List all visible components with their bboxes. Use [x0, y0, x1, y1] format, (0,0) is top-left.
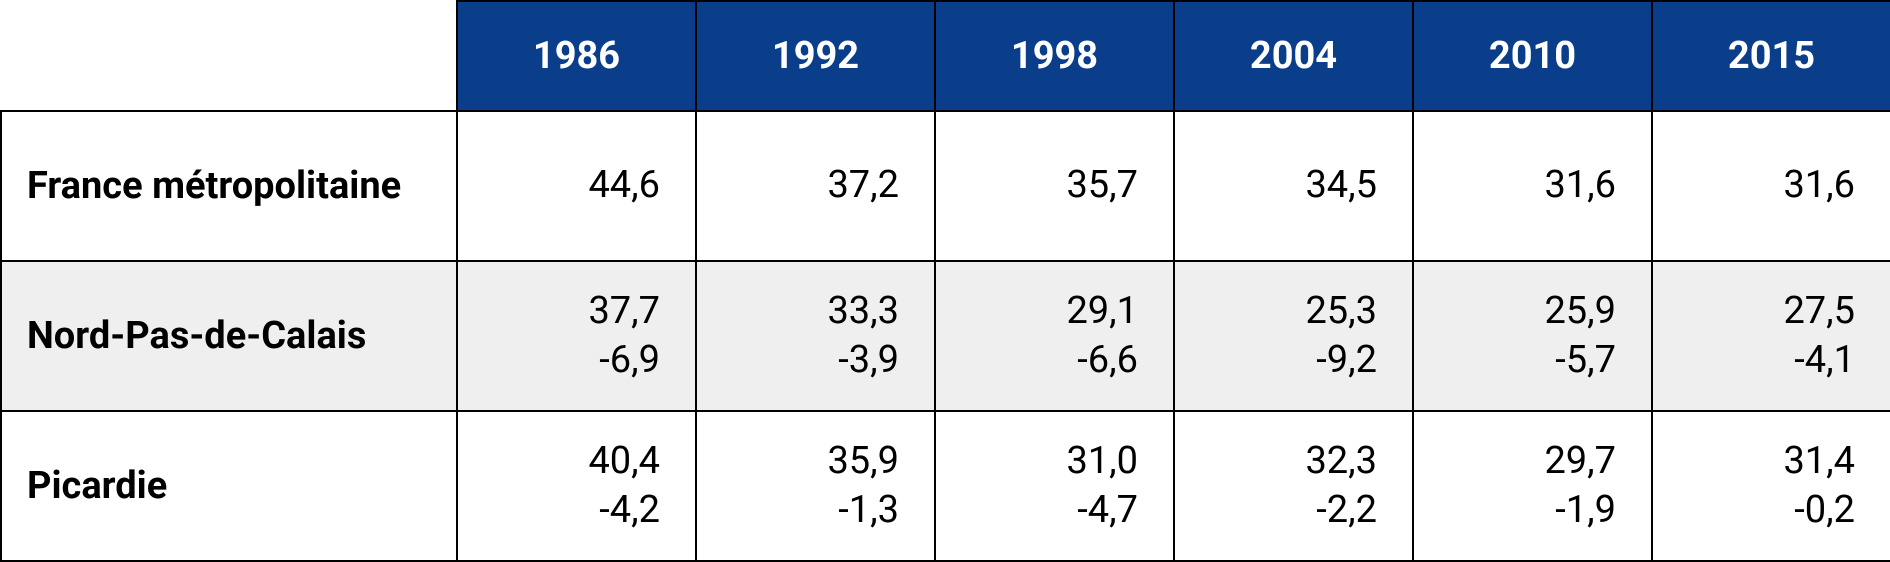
data-cell: 29,7 -1,9	[1413, 411, 1652, 561]
year-header: 2010	[1413, 1, 1652, 111]
table-body: France métropolitaine 44,6 37,2 35,7 34,…	[1, 111, 1890, 561]
cell-diff: -6,9	[599, 338, 660, 382]
cell-diff: -1,9	[1555, 488, 1616, 532]
table-row: Nord-Pas-de-Calais 37,7 -6,9 33,3 -3,9 29,…	[1, 261, 1890, 411]
cell-diff: -0,2	[1794, 488, 1855, 532]
data-cell: 31,6	[1413, 111, 1652, 261]
year-header: 1992	[696, 1, 935, 111]
data-cell: 34,5	[1174, 111, 1413, 261]
data-cell: 44,6	[457, 111, 696, 261]
cell-value: 25,9	[1544, 289, 1616, 333]
cell-diff: -2,2	[1316, 488, 1377, 532]
data-cell: 33,3 -3,9	[696, 261, 935, 411]
year-header: 1998	[935, 1, 1174, 111]
cell-value: 33,3	[827, 289, 899, 333]
cell-value: 35,9	[827, 439, 899, 483]
cell-value: 31,6	[1783, 163, 1855, 207]
year-header: 2004	[1174, 1, 1413, 111]
cell-value: 27,5	[1783, 289, 1855, 333]
cell-value: 35,7	[1066, 163, 1138, 207]
cell-value: 37,7	[588, 289, 660, 333]
row-label: Nord-Pas-de-Calais	[1, 261, 457, 411]
data-cell: 40,4 -4,2	[457, 411, 696, 561]
cell-diff: -9,2	[1316, 338, 1377, 382]
cell-diff: -4,2	[599, 488, 660, 532]
cell-value: 37,2	[827, 163, 899, 207]
cell-value: 29,7	[1544, 439, 1616, 483]
data-cell: 37,7 -6,9	[457, 261, 696, 411]
cell-value: 31,6	[1544, 163, 1616, 207]
data-cell: 27,5 -4,1	[1652, 261, 1890, 411]
table-row: Picardie 40,4 -4,2 35,9 -1,3 31,0 -4,7 32,3…	[1, 411, 1890, 561]
data-cell: 35,7	[935, 111, 1174, 261]
cell-diff: -6,6	[1077, 338, 1138, 382]
header-row: 1986 1992 1998 2004 2010 2015	[1, 1, 1890, 111]
cell-value: 25,3	[1305, 289, 1377, 333]
blank-corner-cell	[1, 1, 457, 111]
cell-value: 32,3	[1305, 439, 1377, 483]
cell-value: 34,5	[1305, 163, 1377, 207]
data-cell: 31,4 -0,2	[1652, 411, 1890, 561]
cell-value: 29,1	[1066, 289, 1138, 333]
data-cell: 37,2	[696, 111, 935, 261]
data-cell: 35,9 -1,3	[696, 411, 935, 561]
year-header: 2015	[1652, 1, 1890, 111]
cell-diff: -4,7	[1077, 488, 1138, 532]
cell-diff: -1,3	[838, 488, 899, 532]
data-cell: 29,1 -6,6	[935, 261, 1174, 411]
cell-diff: -3,9	[838, 338, 899, 382]
data-cell: 31,0 -4,7	[935, 411, 1174, 561]
cell-value: 44,6	[588, 163, 660, 207]
cell-diff: -4,1	[1794, 338, 1855, 382]
table-row: France métropolitaine 44,6 37,2 35,7 34,…	[1, 111, 1890, 261]
row-label: France métropolitaine	[1, 111, 457, 261]
cell-diff: -5,7	[1555, 338, 1616, 382]
data-cell: 32,3 -2,2	[1174, 411, 1413, 561]
cell-value: 40,4	[588, 439, 660, 483]
row-label: Picardie	[1, 411, 457, 561]
data-cell: 31,6	[1652, 111, 1890, 261]
data-cell: 25,3 -9,2	[1174, 261, 1413, 411]
cell-value: 31,4	[1783, 439, 1855, 483]
cell-value: 31,0	[1066, 439, 1138, 483]
year-header: 1986	[457, 1, 696, 111]
data-table: 1986 1992 1998 2004 2010 2015 France mét…	[0, 0, 1890, 562]
data-cell: 25,9 -5,7	[1413, 261, 1652, 411]
